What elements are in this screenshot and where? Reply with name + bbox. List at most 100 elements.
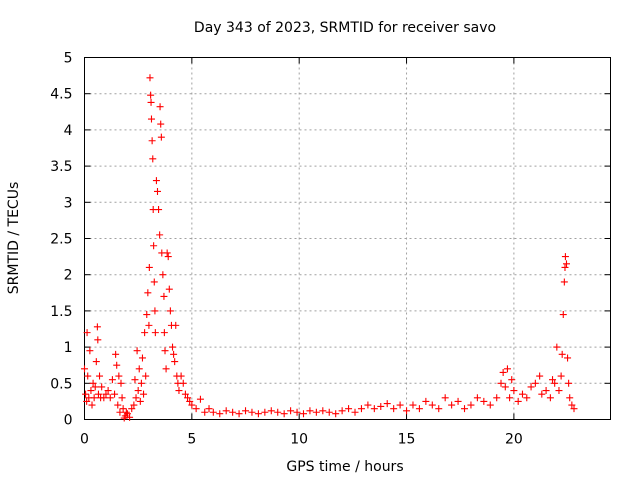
- data-point: [131, 376, 139, 384]
- y-tick-label: 4.5: [50, 87, 72, 103]
- data-point: [566, 394, 574, 402]
- data-point: [147, 98, 155, 106]
- data-point: [142, 372, 150, 380]
- plot-frame: [84, 57, 611, 420]
- data-point: [499, 368, 507, 376]
- data-point: [177, 372, 185, 380]
- data-point: [555, 387, 563, 395]
- data-point: [473, 394, 481, 402]
- data-point: [565, 379, 573, 387]
- data-point: [160, 292, 168, 300]
- data-point: [92, 358, 100, 366]
- y-tick-label: 2.5: [50, 232, 72, 248]
- data-point: [454, 397, 462, 405]
- data-point: [172, 321, 180, 329]
- data-point: [118, 394, 126, 402]
- data-point: [119, 405, 127, 413]
- data-point: [147, 91, 155, 99]
- data-point: [143, 311, 151, 319]
- data-point: [148, 137, 156, 145]
- data-point: [196, 395, 204, 403]
- data-point: [89, 379, 97, 387]
- data-point: [150, 242, 158, 250]
- data-point: [551, 379, 559, 387]
- data-point: [562, 260, 570, 268]
- data-point: [169, 343, 177, 351]
- y-tick-label: 1: [64, 340, 73, 356]
- axis-ticks: 0 0.5 1 1.5 2 2.5 3 3.5 4 4.5 5 0 5 10 15 20: [50, 51, 611, 448]
- data-point: [160, 329, 168, 337]
- data-point: [546, 394, 554, 402]
- data-point: [94, 390, 102, 398]
- data-point: [383, 400, 391, 408]
- data-point: [261, 408, 269, 416]
- data-point: [108, 376, 116, 384]
- data-point: [306, 407, 314, 415]
- x-tick-label: 5: [187, 432, 196, 448]
- data-point: [461, 405, 469, 413]
- data-point: [542, 387, 550, 395]
- data-point: [111, 390, 119, 398]
- data-point: [164, 253, 172, 261]
- data-point: [117, 379, 125, 387]
- data-point: [486, 401, 494, 409]
- data-point: [151, 307, 159, 315]
- data-point: [319, 407, 327, 415]
- data-point: [96, 372, 104, 380]
- data-point: [351, 408, 359, 416]
- data-point: [130, 401, 138, 409]
- data-point: [141, 329, 149, 337]
- data-point: [166, 307, 174, 315]
- data-point: [205, 405, 213, 413]
- data-point: [126, 413, 134, 421]
- y-tick-label: 3: [64, 195, 73, 211]
- data-point: [467, 401, 475, 409]
- data-point: [162, 365, 170, 373]
- y-tick-label: 5: [64, 51, 73, 67]
- data-point: [115, 372, 123, 380]
- data-point: [132, 394, 140, 402]
- data-point: [338, 407, 346, 415]
- y-tick-label: 4: [64, 123, 73, 139]
- data-point: [128, 405, 136, 413]
- data-point: [87, 387, 95, 395]
- data-point: [175, 387, 183, 395]
- data-point: [147, 115, 155, 123]
- data-point: [137, 379, 145, 387]
- data-point: [299, 410, 307, 418]
- data-point: [549, 376, 557, 384]
- x-axis-label: GPS time / hours: [286, 459, 403, 475]
- data-point: [480, 397, 488, 405]
- data-point: [403, 407, 411, 415]
- x-tick-label: 20: [505, 432, 523, 448]
- data-point: [181, 390, 189, 398]
- y-tick-label: 2: [64, 268, 73, 284]
- data-point: [113, 361, 121, 369]
- data-point: [345, 405, 353, 413]
- data-point: [312, 408, 320, 416]
- data-point: [235, 410, 243, 418]
- data-point: [122, 408, 130, 416]
- data-point: [82, 390, 90, 398]
- data-point: [570, 405, 578, 413]
- data-point: [508, 376, 516, 384]
- data-point: [364, 401, 372, 409]
- data-point: [553, 343, 561, 351]
- data-point: [201, 408, 209, 416]
- data-point: [561, 253, 569, 261]
- grid-lines: [84, 57, 611, 420]
- data-point: [112, 350, 120, 358]
- data-point: [493, 394, 501, 402]
- data-point: [150, 278, 158, 286]
- data-point: [90, 394, 98, 402]
- data-point: [153, 187, 161, 195]
- data-point: [184, 394, 192, 402]
- data-point: [156, 103, 164, 111]
- data-point: [133, 347, 141, 355]
- data-point: [123, 410, 131, 418]
- data-point: [274, 408, 282, 416]
- y-axis-label: SRMTID / TECUs: [6, 182, 22, 295]
- data-point: [98, 383, 106, 391]
- data-point: [134, 387, 142, 395]
- y-tick-label: 0: [64, 413, 73, 429]
